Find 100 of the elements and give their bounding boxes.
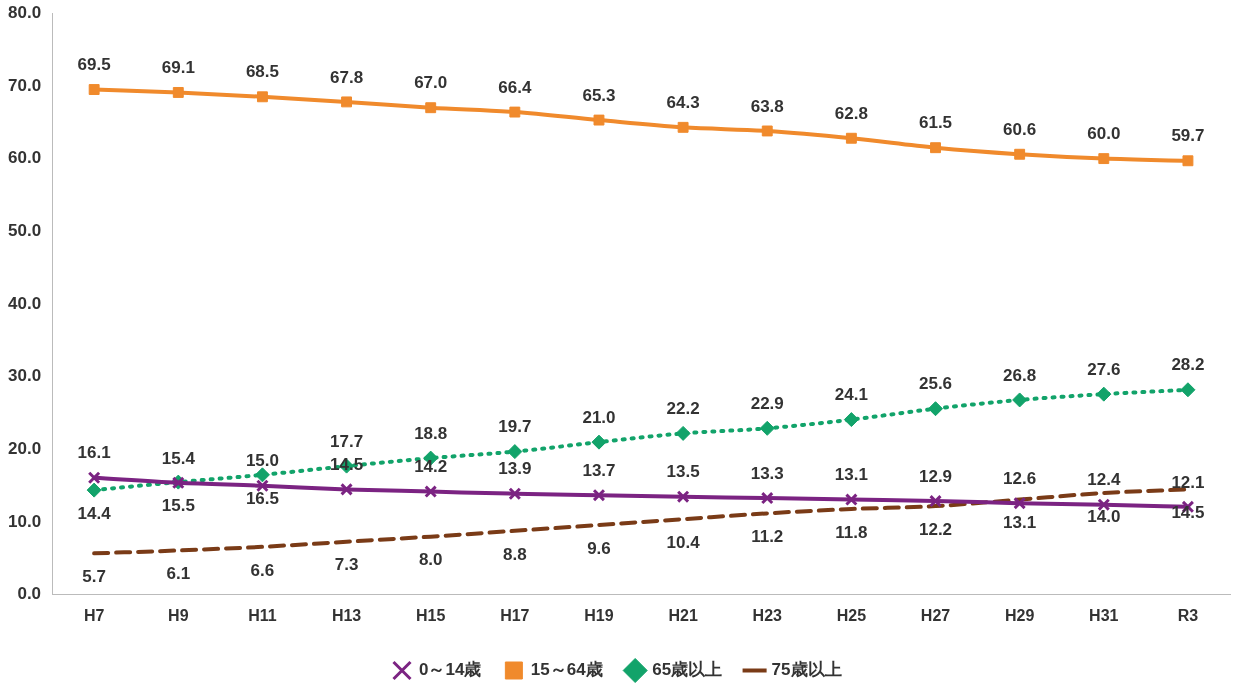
legend-label: 75歳以上 (771, 660, 842, 680)
y-tick-label: 80.0 (7, 2, 42, 22)
y-tick-label: 0.0 (17, 584, 42, 604)
y-tick-label: 50.0 (7, 220, 42, 240)
data-label: 12.9 (918, 466, 953, 486)
point (593, 114, 605, 126)
point (930, 142, 941, 154)
data-label: 12.2 (918, 519, 953, 539)
data-label: 14.0 (1087, 506, 1121, 526)
data-label: 60.0 (1087, 124, 1121, 144)
data-label: 24.1 (834, 385, 868, 405)
y-tick-label: 20.0 (7, 439, 42, 459)
data-label: 13.9 (498, 459, 532, 479)
point (1096, 386, 1112, 402)
x-tick-label: H29 (1004, 606, 1035, 624)
data-label: 16.5 (245, 488, 279, 508)
point (256, 91, 268, 103)
point (1014, 148, 1026, 160)
x-tick-label: H17 (500, 606, 530, 624)
data-label: 67.8 (330, 67, 364, 87)
data-label: 15.5 (161, 495, 195, 515)
data-label: 8.0 (418, 550, 443, 570)
data-label: 27.6 (1087, 359, 1121, 379)
x-tick-label: H7 (83, 606, 105, 624)
data-label: 67.0 (414, 73, 448, 93)
point (86, 482, 102, 498)
y-tick-label: 60.0 (7, 148, 42, 168)
point (340, 482, 354, 496)
data-label: 11.2 (751, 527, 784, 547)
point (761, 125, 773, 137)
point (929, 494, 942, 508)
data-label: 6.1 (166, 564, 191, 584)
point (509, 106, 521, 118)
point (675, 425, 691, 441)
x-tick-label: H25 (836, 606, 867, 624)
data-label: 13.1 (834, 465, 868, 485)
legend-label: 65歳以上 (652, 660, 723, 680)
data-label: 59.7 (1171, 126, 1205, 146)
x-tick-label: H19 (584, 606, 614, 624)
point (172, 86, 184, 98)
data-label: 13.7 (582, 460, 616, 480)
data-label: 10.4 (666, 532, 701, 552)
data-label: 15.0 (245, 451, 279, 471)
point (508, 487, 522, 501)
data-label: 66.4 (498, 77, 532, 97)
data-label: 21.0 (582, 407, 616, 427)
point (759, 420, 775, 436)
point (1098, 153, 1110, 165)
data-label: 12.4 (1087, 470, 1121, 490)
data-label: 26.8 (1003, 365, 1037, 385)
y-tick-label: 30.0 (7, 366, 42, 386)
data-label: 68.5 (245, 62, 279, 82)
data-label: 69.1 (161, 58, 195, 78)
data-label: 13.3 (750, 463, 784, 483)
data-label: 13.1 (1003, 513, 1037, 533)
point (592, 488, 606, 502)
legend-label: 0～14歳 (419, 660, 482, 680)
point (844, 493, 858, 507)
data-label: 16.1 (77, 443, 111, 463)
data-label: 60.6 (1003, 119, 1037, 139)
data-label: 14.2 (414, 457, 448, 477)
data-label: 9.6 (587, 538, 611, 558)
data-label: 64.3 (666, 93, 700, 113)
point (591, 434, 607, 450)
point (676, 490, 690, 504)
point (88, 84, 100, 95)
data-label: 62.8 (834, 103, 868, 123)
x-tick-label: H13 (331, 606, 362, 624)
data-label: 61.5 (918, 113, 953, 133)
point (254, 467, 270, 483)
data-label: 12.6 (1003, 468, 1037, 488)
data-label: 22.2 (666, 399, 700, 419)
point (760, 491, 774, 505)
data-label: 63.8 (750, 96, 784, 116)
data-label: 12.1 (1171, 472, 1205, 492)
data-label: 7.3 (334, 555, 359, 575)
data-label: 17.7 (330, 431, 364, 451)
point (845, 132, 857, 144)
data-label: 8.8 (503, 544, 527, 564)
x-tick-label: H27 (920, 606, 951, 624)
point (341, 96, 353, 108)
data-label: 6.6 (250, 560, 275, 580)
x-tick-label: R3 (1177, 606, 1199, 624)
point (255, 479, 269, 493)
data-label: 11.8 (835, 522, 868, 542)
x-tick-label: H21 (668, 606, 698, 624)
x-tick-label: H15 (416, 606, 446, 624)
point (424, 485, 438, 499)
x-tick-label: H23 (752, 606, 783, 624)
legend-label: 15～64歳 (530, 660, 603, 680)
data-label: 14.5 (1171, 503, 1205, 523)
data-label: 13.5 (666, 462, 700, 482)
x-tick-label: H11 (248, 606, 277, 624)
x-tick-label: H9 (168, 606, 189, 624)
data-label: 5.7 (82, 567, 106, 587)
y-tick-label: 10.0 (7, 511, 42, 531)
point (1182, 155, 1194, 167)
data-label: 65.3 (582, 85, 616, 105)
data-label: 69.5 (77, 55, 111, 75)
point (507, 444, 523, 460)
